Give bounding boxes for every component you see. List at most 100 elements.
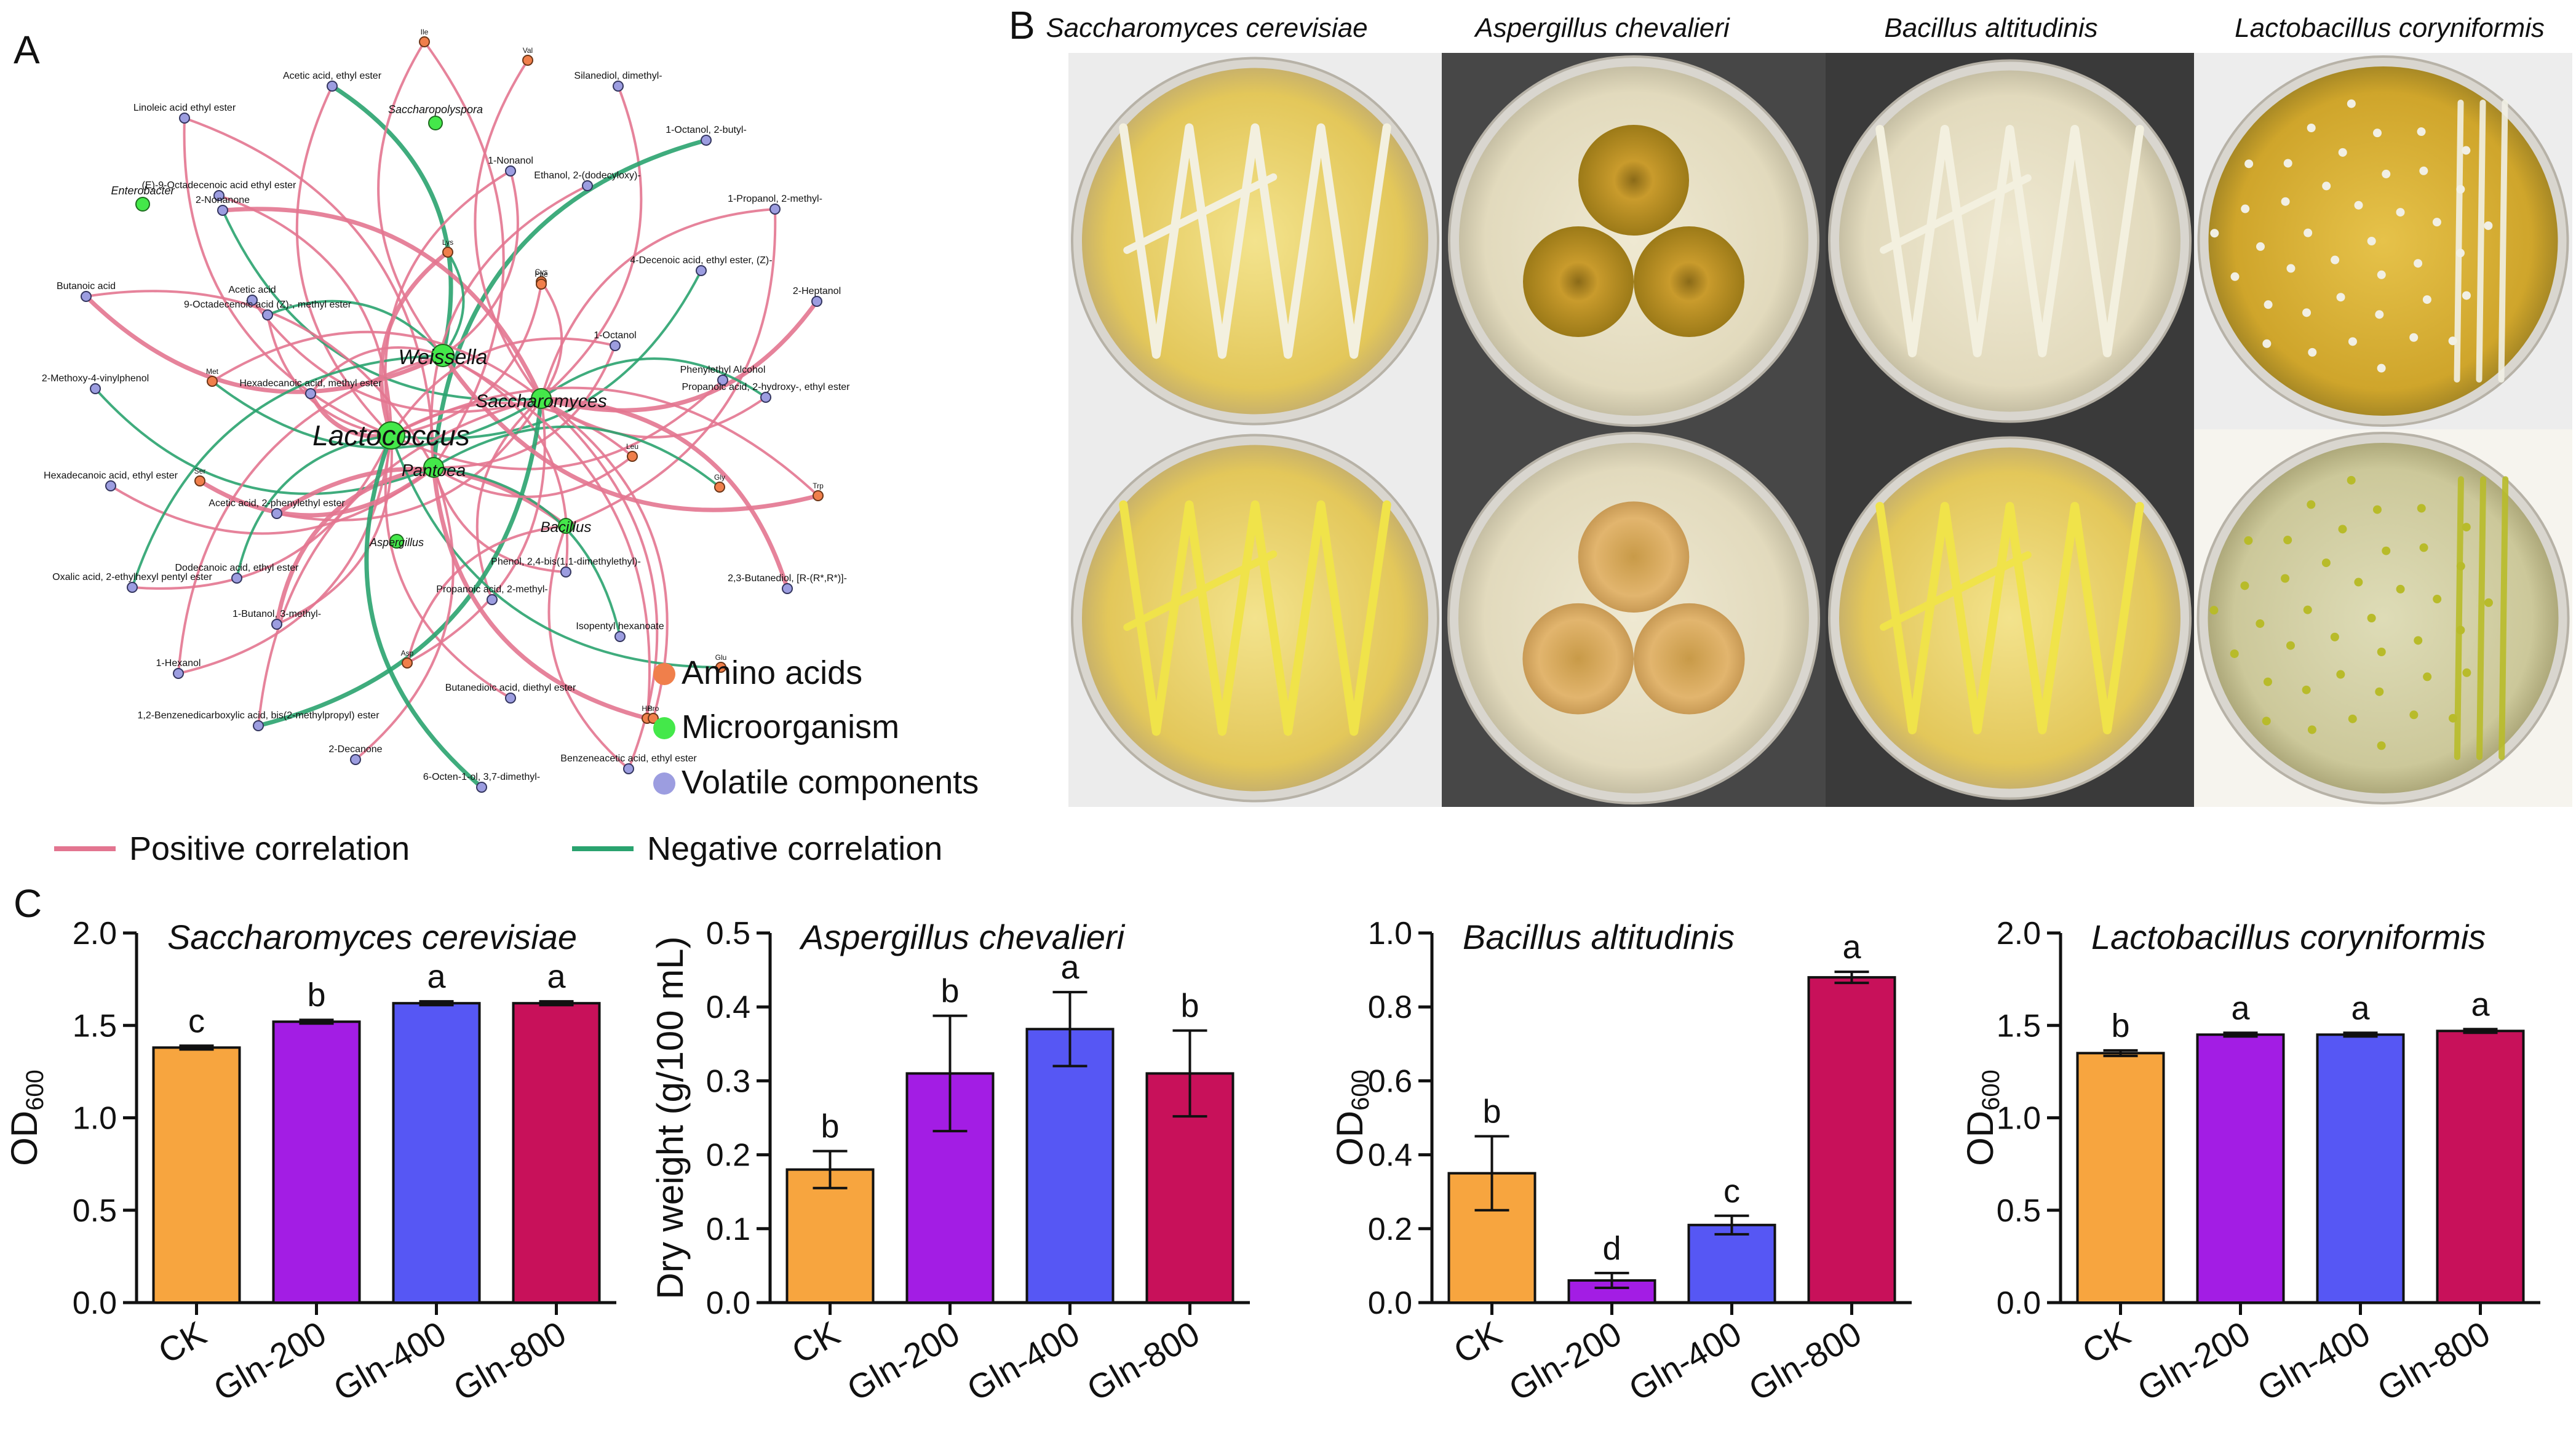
bacterial-colony (2244, 536, 2253, 545)
volatile-node-label: 2-Heptanol (793, 286, 841, 296)
volatile-node-label: Hexadecanoic acid, methyl ester (239, 378, 382, 389)
volatile-node (696, 265, 707, 276)
bacterial-colony (2375, 310, 2384, 319)
bar-chart: 0.0 0.1 0.2 0.3 0.4 0.5 Dry weight (g/100 mL) A… (650, 916, 1250, 1408)
network-edge (541, 300, 819, 413)
plate-cell (1068, 53, 1442, 429)
volatile-node-label: Acetic acid, 2-phenylethyl ester (209, 498, 345, 509)
bacterial-colony (2372, 129, 2382, 138)
bar-chart: 0.0 0.5 1.0 1.5 2.0 OD600 Saccharomyces cerevi… (4, 916, 616, 1408)
x-tick-label: Gln-200 (840, 1314, 966, 1408)
plate-title: Aspergillus chevalieri (1473, 13, 1730, 43)
volatile-node (213, 190, 225, 201)
volatile-node (271, 619, 282, 630)
bar (2196, 1033, 2285, 1304)
bacterial-colony (2462, 523, 2471, 532)
petri-dish-agar (1082, 68, 1428, 415)
plate-photographs: Saccharomyces cerevisiae Aspergillus chev… (1046, 13, 2572, 807)
significance-letter: a (2471, 986, 2490, 1023)
significance-letter: b (1482, 1094, 1501, 1130)
network-edge (85, 290, 435, 468)
volatile-node-label: Butanedioic acid, diethyl ester (445, 683, 576, 693)
network-edge (541, 396, 790, 590)
network-edge (540, 357, 767, 400)
plate-cell (1826, 53, 2194, 429)
bacterial-colony (2307, 124, 2316, 133)
micro-node-label: Bacillus (541, 519, 592, 536)
network-edge (540, 396, 767, 439)
bacterial-colony (2367, 614, 2376, 622)
volatile-node (623, 763, 634, 774)
bar (2436, 1030, 2525, 1304)
bacterial-colony (2321, 558, 2331, 568)
network-edge (267, 300, 444, 357)
volatile-node-label: Oxalic acid, 2-ethylhexyl pentyl ester (52, 572, 212, 582)
network-edge (211, 330, 543, 400)
volatile-node-label: 1-Propanol, 2-methyl- (728, 194, 822, 204)
plate-title: Bacillus altitudinis (1884, 13, 2097, 43)
amino-node-label: Glu (715, 653, 727, 662)
y-tick-label: 0.4 (706, 990, 750, 1025)
streak-line (1880, 551, 2032, 631)
y-tick-label: 1.5 (73, 1008, 117, 1044)
chart-title: Aspergillus chevalieri (799, 918, 1126, 956)
network-edge (258, 398, 544, 728)
amino-node-label: Trp (813, 482, 824, 490)
network-edge (183, 117, 392, 437)
x-tick-label: Gln-400 (960, 1314, 1086, 1408)
volatile-node (231, 573, 242, 584)
volatile-node (614, 631, 626, 642)
micro-node-label: Saccharopolyspora (388, 103, 483, 116)
network-edge (442, 251, 465, 357)
streak-line (2454, 476, 2464, 760)
petri-dish-agar (1839, 70, 2180, 412)
bacterial-colony (2377, 270, 2386, 279)
network-edge (384, 170, 512, 436)
volatile-node-label: Acetic acid (228, 285, 276, 295)
significance-letter: b (1180, 988, 1199, 1025)
significance-letter: a (2231, 990, 2250, 1026)
network-edge (547, 525, 630, 770)
network-edge (442, 354, 651, 719)
bacterial-colony (2262, 339, 2272, 348)
volatile-node (487, 594, 498, 605)
fungal-colony (1634, 603, 1745, 715)
panel-label-a: A (14, 28, 40, 72)
volatile-node (717, 375, 728, 386)
bacterial-colony (2283, 536, 2292, 545)
volatile-node (582, 180, 593, 191)
volatile-node (610, 340, 621, 351)
bacterial-colony (2423, 672, 2432, 681)
y-tick-label: 0.0 (1997, 1285, 2041, 1321)
bacterial-colony (2419, 166, 2428, 175)
x-tick-label: Gln-400 (1622, 1314, 1747, 1408)
micro-node (428, 116, 443, 130)
plate-cell (2194, 53, 2572, 429)
amino-node (194, 475, 205, 486)
amino-node-label: Lys (442, 238, 453, 247)
y-tick-label: 0.0 (706, 1285, 750, 1321)
bacterial-colony (2240, 581, 2249, 590)
bacterial-colony (2377, 363, 2386, 373)
y-tick-label: 0.3 (706, 1063, 750, 1099)
bacterial-colony (2396, 208, 2405, 217)
streak-line (1880, 174, 2032, 254)
bacterial-colony (2347, 475, 2356, 485)
bacterial-colony (2338, 148, 2347, 157)
bacterial-colony (2322, 181, 2331, 191)
streak-line (2476, 476, 2487, 760)
amino-node-label: Asp (401, 649, 414, 657)
y-tick-label: 0.2 (706, 1138, 750, 1173)
x-tick-label: Gln-200 (2131, 1314, 2256, 1408)
volatile-node-label: (E)-9-Octadecenoic acid ethyl ester (142, 180, 296, 191)
correlation-network: Acetic acid, ethyl ester Silanediol, dime… (42, 28, 979, 867)
bacterial-colony (2336, 670, 2345, 679)
streak-line (1875, 125, 2144, 357)
network-edge (432, 425, 721, 488)
volatile-node (701, 135, 712, 146)
bacterial-colony (2336, 293, 2345, 302)
fungal-colony (1578, 501, 1690, 613)
y-tick-label: 1.0 (1997, 1101, 2041, 1137)
x-tick-label: CK (2076, 1314, 2137, 1371)
bacterial-colony (2377, 741, 2386, 750)
